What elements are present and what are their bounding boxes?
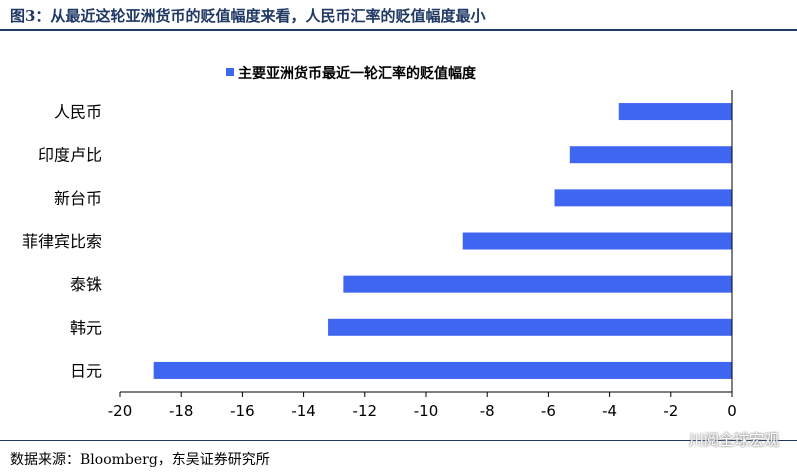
category-label: 印度卢比 [38, 146, 102, 165]
x-tick-label: -14 [291, 402, 316, 420]
x-tick-label: -8 [480, 402, 495, 420]
category-label: 韩元 [70, 318, 102, 337]
x-tick-label: -2 [663, 402, 678, 420]
x-tick-label: -6 [541, 402, 556, 420]
x-tick-label: -16 [230, 402, 255, 420]
x-tick-label: -18 [169, 402, 194, 420]
bar-日元 [153, 361, 732, 379]
title-rule [0, 29, 797, 31]
bar-人民币 [618, 103, 732, 121]
category-label: 人民币 [54, 103, 102, 122]
category-label: 新台币 [54, 189, 102, 208]
x-tick-label: -12 [353, 402, 378, 420]
bar-泰铢 [343, 275, 732, 293]
bar-新台币 [554, 189, 732, 207]
figure-title: 图3：从最近这轮亚洲货币的贬值幅度来看，人民币汇率的贬值幅度最小 [10, 7, 486, 25]
legend: 主要亚洲货币最近一轮汇率的贬值幅度 [226, 65, 477, 82]
footer-rule [0, 440, 797, 441]
legend-label: 主要亚洲货币最近一轮汇率的贬值幅度 [238, 65, 477, 82]
bar-印度卢比 [569, 146, 732, 164]
x-tick-label: -10 [414, 402, 439, 420]
x-tick-label: 0 [727, 402, 737, 420]
category-label: 菲律宾比索 [22, 232, 102, 251]
x-tick-label: -4 [602, 402, 617, 420]
bar-chart: 主要亚洲货币最近一轮汇率的贬值幅度 人民币印度卢比新台币菲律宾比索泰铢韩元日元 … [22, 65, 737, 420]
x-axis: -20 -18 -16 -14 -12 -10 -8 -6 -4 -2 0 [108, 90, 737, 420]
source-note: 数据来源：Bloomberg，东吴证券研究所 [10, 452, 270, 468]
bar-韩元 [328, 318, 732, 336]
bar-菲律宾比索 [462, 232, 732, 250]
category-label: 日元 [70, 361, 102, 380]
legend-swatch [226, 68, 234, 76]
bars [153, 103, 732, 379]
watermark: 川阅全球宏观 [688, 431, 779, 449]
x-tick-label: -20 [108, 402, 133, 420]
category-label: 泰铢 [70, 275, 102, 294]
